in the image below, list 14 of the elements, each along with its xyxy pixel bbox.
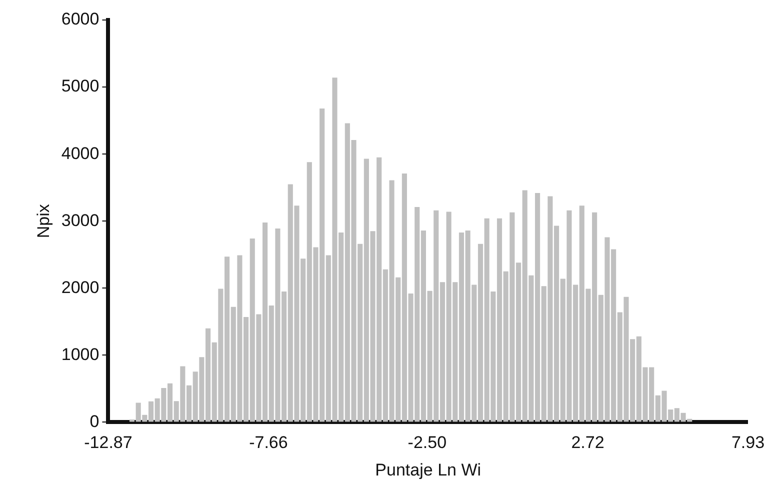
x-tick-label: -2.50 [408, 433, 447, 452]
x-tick-label: 7.93 [731, 433, 765, 452]
y-tick-label: 6000 [61, 10, 100, 29]
y-tick-label: 1000 [61, 344, 100, 364]
x-tick-label: -12.87 [84, 433, 132, 452]
y-tick-label: 3000 [61, 210, 100, 230]
y-tick-label: 5000 [61, 76, 100, 96]
y-tick-label: 4000 [61, 144, 100, 163]
x-axis-title: Puntaje Ln Wi [375, 460, 482, 480]
y-axis-title: Npix [34, 204, 53, 238]
y-tick-label: 0 [90, 412, 100, 431]
x-tick-label: 2.72 [571, 433, 604, 452]
x-tick-label: -7.66 [249, 433, 288, 452]
y-tick-label: 2000 [61, 278, 100, 297]
